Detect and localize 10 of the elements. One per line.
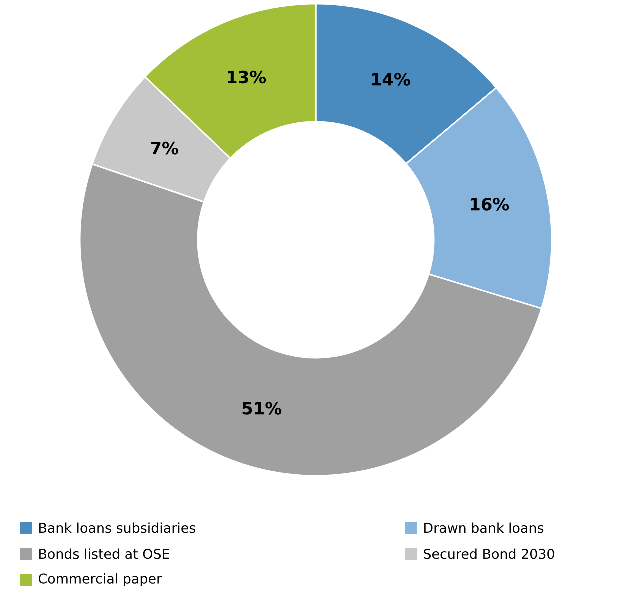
data-label: 7% (151, 142, 178, 155)
legend-label: Bank loans subsidiaries (40, 522, 196, 534)
data-label: 51% (242, 402, 282, 415)
legend-label: Commercial paper (38, 573, 162, 586)
legend-label: Drawn bank loans (424, 522, 544, 534)
data-label: 14% (372, 73, 410, 86)
legend-label: Bonds listed at OSE (40, 548, 170, 560)
legend-label: Secured Bond 2030 (424, 548, 554, 560)
data-label: 16% (471, 198, 510, 211)
data-label: 13% (228, 70, 266, 84)
